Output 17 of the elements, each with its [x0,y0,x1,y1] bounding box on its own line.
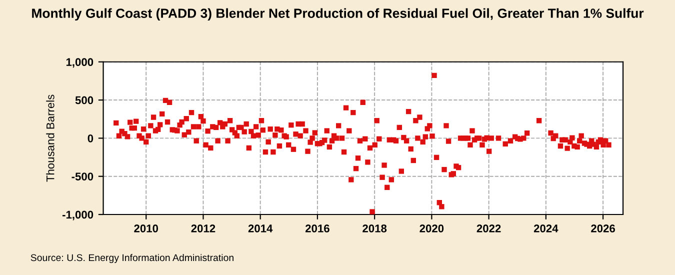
source-note: Source: U.S. Energy Information Administration [30,254,234,264]
x-tick-label: 2010 [134,224,158,232]
x-tick-label: 2016 [305,224,330,232]
x-tick-label: 2020 [420,224,444,232]
y-tick-label: 1,000 [66,58,94,68]
y-tick-label: 500 [75,96,94,104]
y-axis-title: Thousand Barrels [46,94,54,182]
y-tick-label: -1,000 [62,210,94,220]
x-tick-label: 2022 [476,224,501,232]
x-tick-label: 2012 [191,224,216,232]
chart-title: Monthly Gulf Coast (PADD 3) Blender Net Production of Residual Fuel Oil, Greater Than 1% Sulfur [32,8,644,21]
x-tick-label: 2024 [534,224,558,232]
x-tick-label: 2014 [248,224,273,232]
y-tick-label: -500 [72,172,94,180]
x-tick-label: 2018 [362,224,387,232]
y-tick-label: 0 [88,134,94,142]
x-tick-label: 2026 [591,224,615,232]
